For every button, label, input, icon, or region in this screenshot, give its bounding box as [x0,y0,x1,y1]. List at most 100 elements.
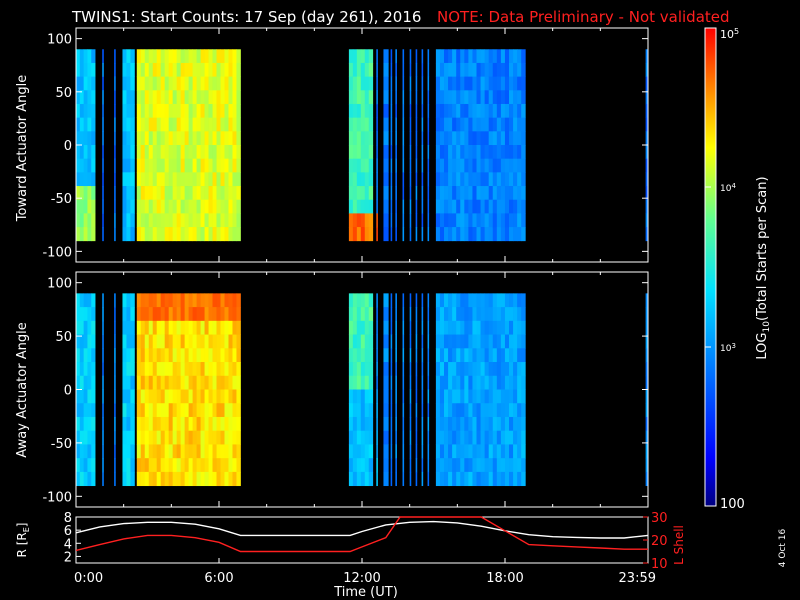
away-heat-cell [91,471,96,487]
away-heat-cell [435,362,441,377]
away-heat-cell [184,362,190,377]
away-heat-cell [521,348,526,363]
toward-heat-cell [208,172,213,187]
away-heat-cell [220,389,225,404]
toward-heat-cell [220,172,225,187]
toward-heat-cell [409,199,412,214]
away-heat-cell [176,458,182,473]
away-heat-cell [364,375,370,390]
toward-heat-cell [196,172,201,187]
toward-heat-cell [220,90,225,105]
toward-heat-cell [156,103,162,119]
toward-heat-cell [83,131,88,146]
away-heat-cell [356,348,362,363]
away-heat-cell [364,430,370,445]
away-heat-cell [427,375,430,390]
away-heat-cell [160,348,166,363]
toward-heat-cell [435,213,441,228]
away-heat-cell [236,375,241,390]
toward-heat-cell [144,103,150,119]
away-heat-cell [383,430,389,445]
toward-heat-cell [224,90,229,105]
toward-heat-cell [76,186,81,201]
away-heat-cell [136,458,142,473]
away-heat-cell [480,375,486,390]
away-heat-cell [79,458,85,473]
toward-heat-cell [180,145,186,160]
toward-heat-cell [348,186,354,201]
away-heat-cell [472,403,477,418]
away-heat-cell [76,389,81,404]
eph-xtick-label: 23:59 [619,571,656,586]
toward-heat-cell [91,62,96,78]
toward-heat-cell [184,76,190,91]
away-heat-cell [352,389,358,404]
away-heat-cell [645,362,649,377]
toward-heat-cell [427,131,430,146]
toward-heat-cell [468,90,473,105]
away-heat-cell [444,307,449,322]
toward-heat-cell [356,90,362,105]
away-heat-cell [196,375,201,390]
toward-heat-cell [484,117,490,132]
toward-heat-cell [488,62,494,78]
toward-heat-cell [140,103,146,119]
away-heat-cell [456,389,461,404]
toward-heat-cell [352,62,358,78]
away-heat-cell [232,293,237,308]
toward-heat-cell [232,90,237,105]
toward-heat-cell [456,199,461,214]
away-heat-cell [356,389,362,404]
toward-heat-cell [427,103,430,119]
away-heat-cell [444,444,449,459]
away-heat-cell [352,307,358,322]
toward-heat-cell [172,62,178,78]
toward-heat-cell [232,76,237,91]
away-heat-cell [484,444,490,459]
away-heat-cell [472,320,477,335]
toward-heat-cell [468,103,473,119]
toward-heat-cell [395,117,397,132]
away-heat-cell [435,334,441,349]
toward-heat-cell [208,186,213,201]
away-heat-cell [87,293,92,308]
toward-heat-cell [152,49,158,64]
away-heat-cell [364,458,370,473]
toward-heat-cell [144,186,150,201]
away-heat-cell [645,430,649,445]
toward-heat-cell [476,172,481,187]
away-heat-cell [212,320,217,335]
away-heat-cell [180,444,186,459]
away-heat-cell [472,375,477,390]
eph-ylabel-right: L Shell [672,525,686,565]
away-heat-cell [439,334,445,349]
away-heat-cell [456,307,461,322]
toward-heat-cell [472,227,477,242]
toward-heat-cell [444,172,449,187]
toward-heat-cell [476,76,481,91]
toward-heat-cell [448,90,453,105]
away-heat-cell [228,307,233,322]
toward-heat-cell [521,62,526,78]
toward-heat-cell [224,158,229,173]
away-heat-cell [383,403,389,418]
toward-heat-cell [87,76,92,91]
toward-heat-cell [208,227,213,242]
away-heat-cell [383,362,389,377]
toward-heat-cell [488,172,494,187]
away-heat-cell [122,375,127,390]
away-heat-cell [352,320,358,335]
toward-heat-cell [79,131,85,146]
toward-heat-cell [468,213,473,228]
toward-heat-cell [140,90,146,105]
toward-heat-cell [448,199,453,214]
toward-heat-cell [402,227,405,242]
toward-heat-cell [224,49,229,64]
away-heat-cell [390,307,393,322]
away-heat-cell [415,293,418,308]
away-heat-cell [208,320,213,335]
toward-ytick-label: -50 [51,192,72,207]
toward-heat-cell [444,213,449,228]
away-heat-cell [421,362,424,377]
away-heat-cell [188,458,193,473]
